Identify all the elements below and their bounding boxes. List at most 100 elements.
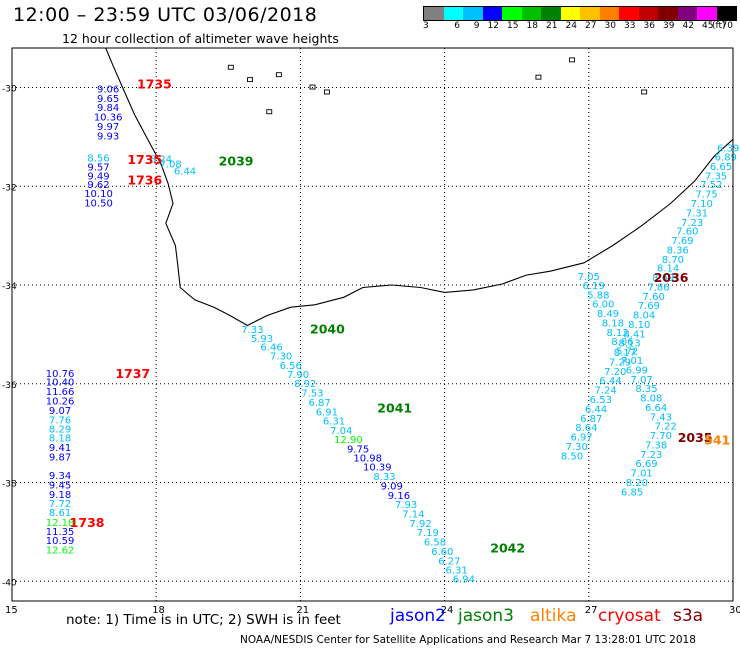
wave-height-point: 9.45 bbox=[49, 480, 71, 491]
wave-height-point: 7.20 bbox=[604, 367, 626, 378]
island-outline bbox=[309, 84, 316, 90]
color-scale-swatch bbox=[463, 7, 483, 20]
lat-lon-grid bbox=[12, 48, 733, 601]
wave-height-point: 8.29 bbox=[49, 425, 71, 436]
wave-height-point: 6.97 bbox=[570, 433, 592, 444]
track-label: 1735 bbox=[127, 152, 162, 167]
island-outline bbox=[323, 89, 330, 95]
wave-height-point: 6.91 bbox=[316, 407, 338, 418]
wave-height-point: 7.86 bbox=[647, 282, 669, 293]
wave-height-point: 6.31 bbox=[445, 565, 467, 576]
wave-height-point: 12.90 bbox=[334, 435, 363, 446]
island-outline bbox=[247, 77, 253, 83]
wave-height-point: 6.94 bbox=[453, 575, 475, 586]
color-scale-swatch bbox=[521, 7, 541, 20]
color-scale-swatch bbox=[599, 7, 619, 20]
wave-height-point: 7.38 bbox=[645, 440, 667, 451]
wave-height-point: 6.46 bbox=[260, 343, 282, 354]
wave-height-point: 9.62 bbox=[87, 180, 109, 191]
wave-height-point: 7.35 bbox=[705, 171, 727, 182]
island-outline bbox=[227, 64, 234, 70]
wave-height-point: 6.60 bbox=[431, 547, 453, 558]
map-frame bbox=[11, 47, 734, 602]
wave-height-point: 7.69 bbox=[671, 236, 693, 247]
page-title: 12:00 – 23:59 UTC 03/06/2018 bbox=[13, 4, 318, 26]
color-scale-swatch bbox=[697, 7, 717, 20]
lat-tick-label: -36 bbox=[2, 381, 17, 391]
wave-height-point: 7.90 bbox=[287, 370, 309, 381]
track-label: 2042 bbox=[490, 541, 525, 556]
color-scale-bar bbox=[423, 6, 737, 21]
color-scale-label: 33 bbox=[624, 21, 636, 31]
color-scale-swatch bbox=[716, 7, 736, 20]
wave-height-point: 10.26 bbox=[46, 396, 75, 407]
color-scale-label: 70 bbox=[721, 21, 733, 31]
wave-height-point: 8.17 bbox=[614, 348, 636, 359]
track-label: 1735 bbox=[137, 76, 172, 91]
track-label: 2036 bbox=[654, 270, 689, 285]
wave-height-point: 8.14 bbox=[657, 264, 679, 275]
wave-height-point: 8.50 bbox=[561, 451, 583, 462]
wave-height-point: 5.88 bbox=[587, 290, 609, 301]
color-scale-label: 6 bbox=[454, 21, 460, 31]
lon-tick-label: 27 bbox=[585, 605, 598, 616]
wave-height-point: 10.50 bbox=[84, 198, 113, 209]
color-scale-swatch bbox=[638, 7, 658, 20]
wave-height-point: 6.87 bbox=[580, 414, 602, 425]
track-labels: 1735 2039 1735 1736 1737 1738 2040 2041 2042 2036… bbox=[70, 76, 731, 555]
color-scale-label: 45 bbox=[702, 21, 714, 31]
wave-height-point: 7.10 bbox=[691, 199, 713, 210]
track-label: 1736 bbox=[127, 172, 162, 187]
wave-height-point: 12.18 bbox=[46, 518, 75, 529]
wave-height-values: 8.247.086.449.069.659.8410.369.979.938.5… bbox=[46, 84, 740, 585]
wave-height-point: 7.14 bbox=[402, 510, 424, 521]
wave-height-point: 5.93 bbox=[251, 334, 273, 345]
wave-height-point: 9.09 bbox=[381, 481, 403, 492]
island-outline bbox=[569, 57, 576, 63]
wave-height-point: 8.92 bbox=[294, 379, 316, 390]
wave-height-point: 8.18 bbox=[602, 318, 624, 329]
lat-tick-label: -38 bbox=[2, 480, 17, 490]
lon-tick-label: 15 bbox=[5, 605, 18, 616]
lat-tick-label: -32 bbox=[2, 183, 17, 193]
wave-height-point: 11.66 bbox=[46, 387, 75, 398]
color-scale-swatch bbox=[443, 7, 463, 20]
wave-height-point: 9.65 bbox=[97, 94, 119, 105]
legend-cryosat: cryosat bbox=[598, 606, 661, 626]
wave-height-point: 7.29 bbox=[609, 357, 631, 368]
wave-height-point: 9.84 bbox=[97, 103, 119, 114]
wave-height-point: 9.16 bbox=[388, 491, 410, 502]
legend-s3a: s3a bbox=[673, 606, 704, 626]
wave-height-point: 7.53 bbox=[301, 389, 323, 400]
wave-height-point: 9.93 bbox=[97, 131, 119, 142]
wave-height-point: 6.27 bbox=[438, 556, 460, 567]
wave-height-point: 8.24 bbox=[150, 155, 172, 166]
wave-height-point: 6.39 bbox=[717, 144, 739, 155]
wave-height-point: 9.97 bbox=[97, 122, 119, 133]
color-scale-label: 18 bbox=[526, 21, 538, 31]
track-label: 1737 bbox=[115, 366, 150, 381]
wave-height-point: 8.18 bbox=[49, 434, 71, 445]
footer-note: note: 1) Time is in UTC; 2) SWH is in fe… bbox=[66, 612, 341, 628]
color-scale-label: 36 bbox=[643, 21, 655, 31]
wave-height-point: 9.06 bbox=[97, 84, 119, 95]
color-scale-swatch bbox=[619, 7, 639, 20]
wave-height-point: 7.05 bbox=[578, 272, 600, 283]
track-label: 2039 bbox=[219, 154, 254, 169]
wave-height-point: 8.49 bbox=[597, 309, 619, 320]
wave-height-point: 6.53 bbox=[590, 395, 612, 406]
wave-height-point: 12.62 bbox=[46, 546, 75, 557]
color-scale-label: 3 bbox=[423, 21, 429, 31]
wave-height-point: 8.08 bbox=[640, 394, 662, 405]
color-scale-swatch bbox=[677, 7, 697, 20]
wave-height-point: 7.23 bbox=[681, 218, 703, 229]
wave-height-point: 9.18 bbox=[49, 490, 71, 501]
wave-height-point: 6.99 bbox=[626, 365, 648, 376]
track-label: 2035 bbox=[678, 430, 713, 445]
color-scale-label: 39 bbox=[663, 21, 675, 31]
wave-height-point: 7.01 bbox=[631, 469, 653, 480]
island-outline bbox=[535, 74, 542, 80]
color-scale-unit: (ft) bbox=[712, 21, 726, 31]
lat-tick-label: -30 bbox=[2, 85, 17, 95]
wave-height-point: 8.10 bbox=[628, 320, 650, 331]
